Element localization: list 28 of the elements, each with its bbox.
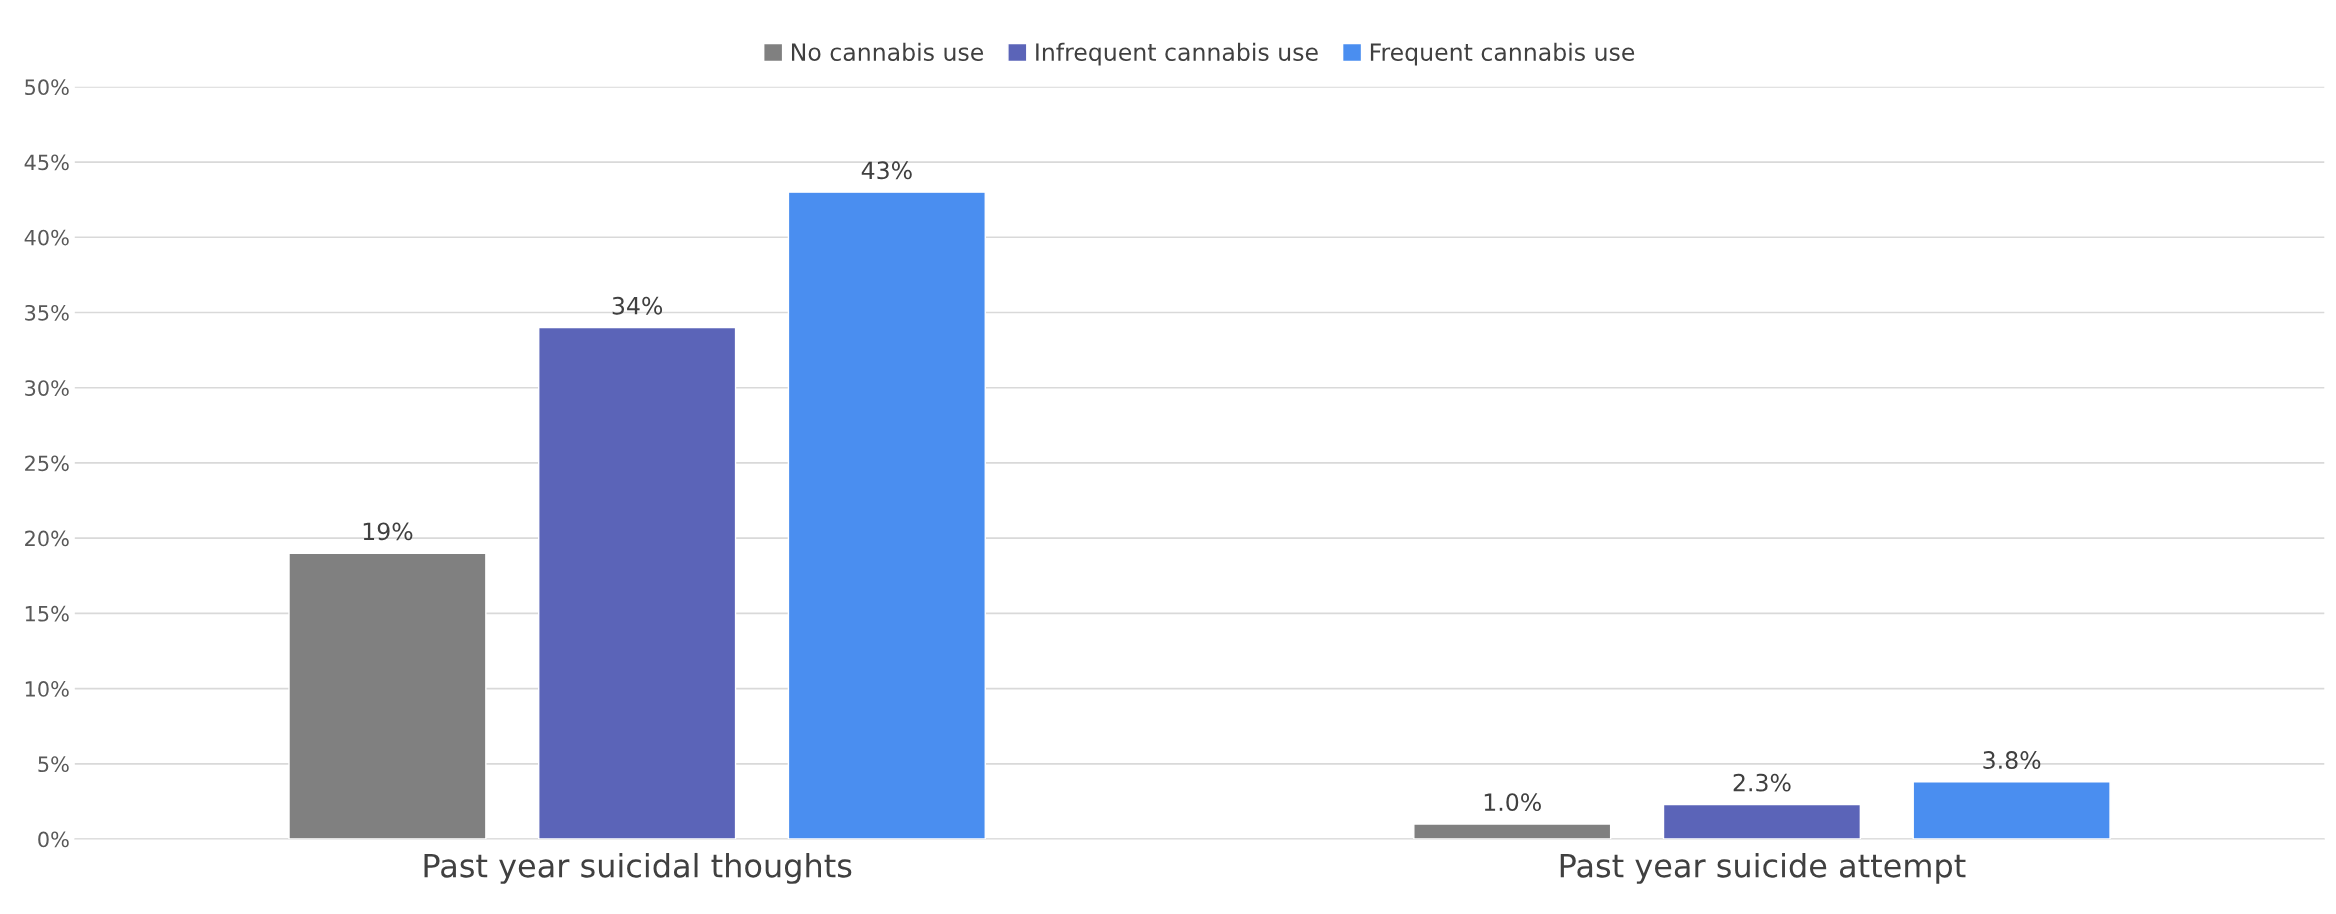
bar <box>538 326 737 840</box>
legend-label: Frequent cannabis use <box>1370 42 1635 66</box>
bar <box>1662 803 1862 840</box>
y-tick-label: 10% <box>25 681 69 697</box>
y-tick-label: 0% <box>38 831 69 848</box>
data-label: 19% <box>363 522 413 541</box>
y-tick-label: 15% <box>25 605 69 622</box>
y-tick-label: 35% <box>25 304 69 321</box>
y-tick-label: 20% <box>25 530 69 547</box>
y-tick-label: 45% <box>24 154 69 171</box>
y-tick-label: 5% <box>38 756 69 773</box>
data-label: 43% <box>861 161 912 180</box>
bar <box>1912 781 2111 840</box>
y-tick-label: 30% <box>25 380 69 396</box>
bar <box>1413 823 1612 840</box>
data-label: 3.8% <box>1983 751 2041 769</box>
bar <box>787 191 986 840</box>
legend-label: No cannabis use <box>792 42 984 62</box>
data-label: 1.0% <box>1484 793 1541 812</box>
y-tick-label: 25% <box>25 455 69 472</box>
y-tick-label: 50% <box>25 79 69 96</box>
x-tick-label: Past year suicide attempt <box>1560 852 1966 884</box>
x-tick-label: Past year suicidal thoughts <box>424 852 852 884</box>
data-label: 34% <box>612 296 663 315</box>
data-label: 2.3% <box>1733 773 1791 792</box>
y-tick-label: 40% <box>24 229 69 246</box>
bar <box>288 552 487 840</box>
legend-label: Infrequent cannabis use <box>1036 42 1318 66</box>
